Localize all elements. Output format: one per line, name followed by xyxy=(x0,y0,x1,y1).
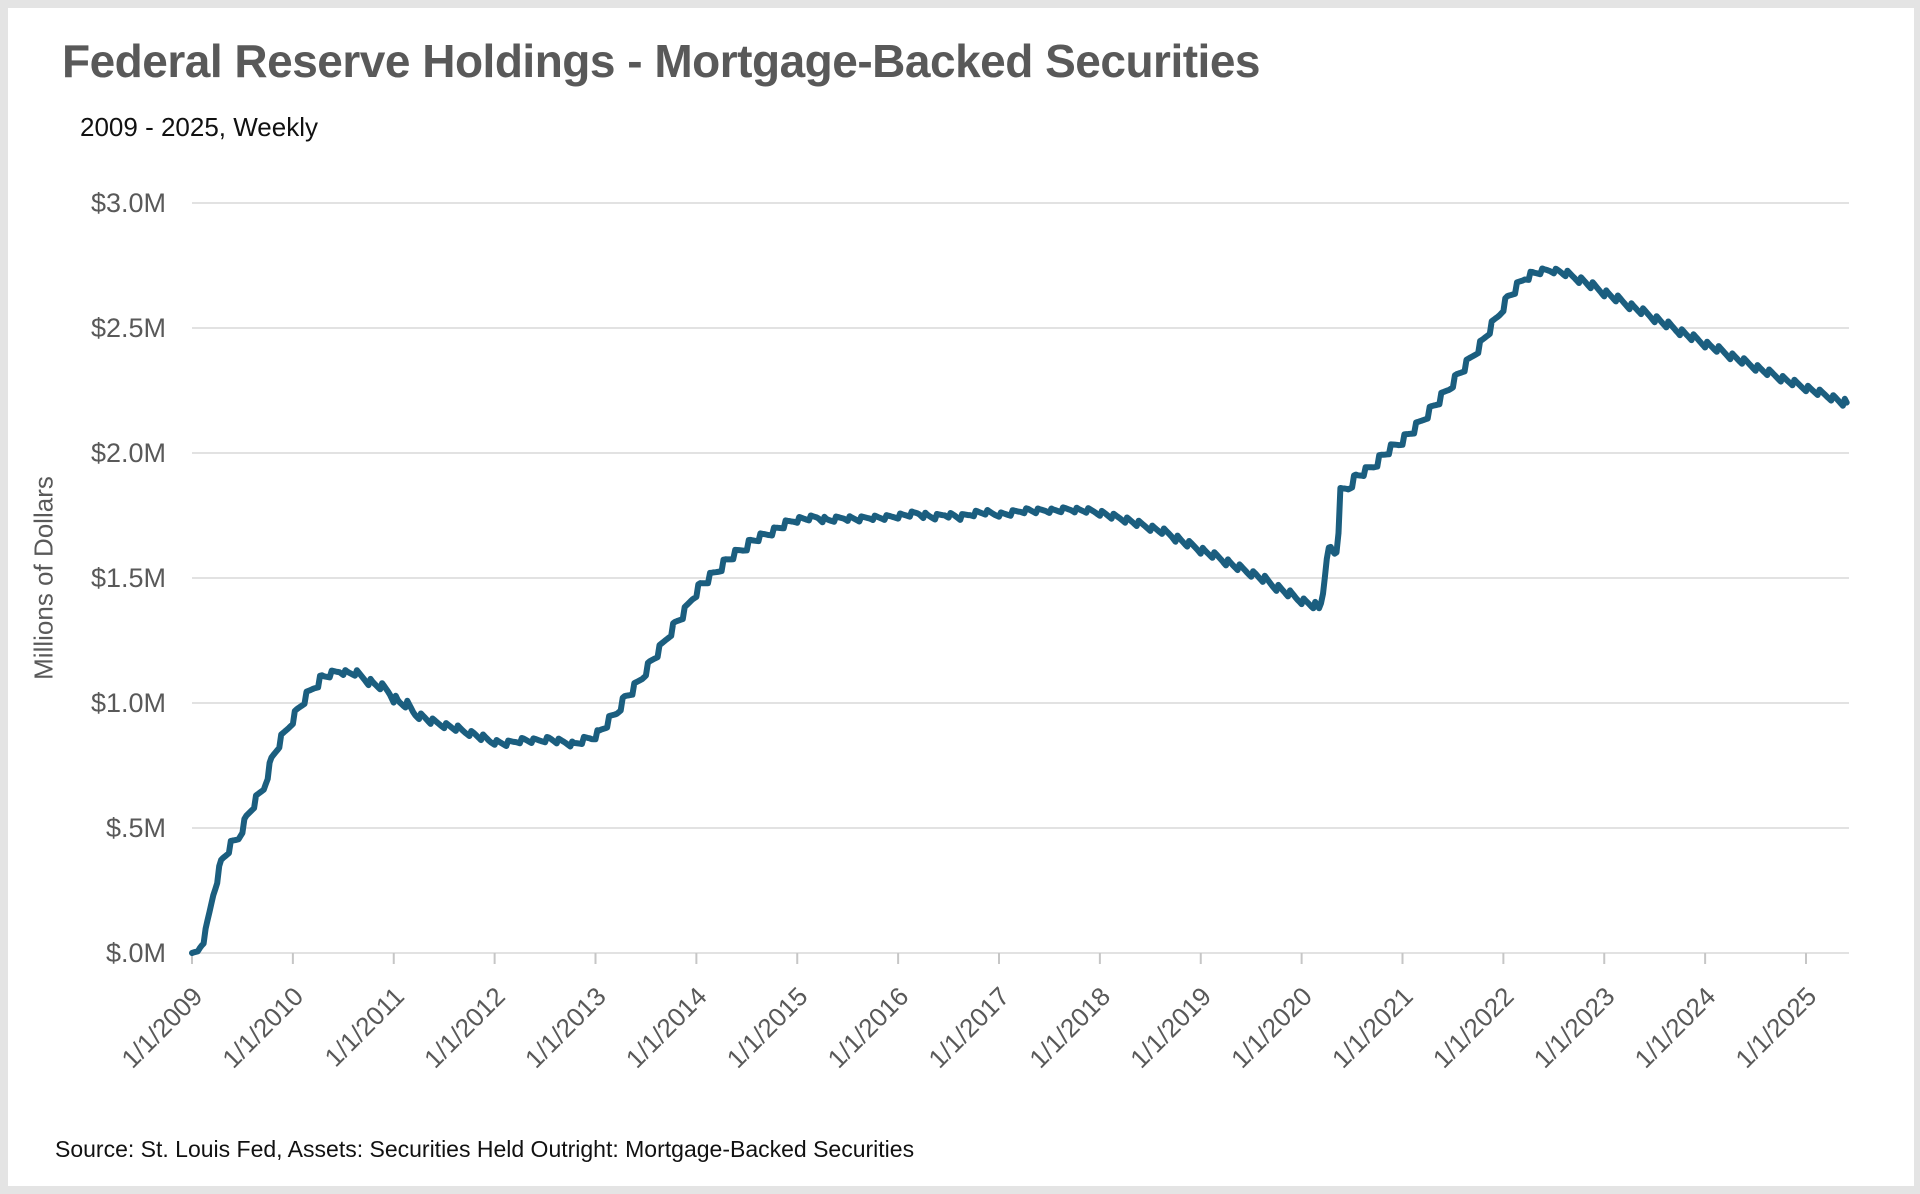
y-tick-labels: $.0M $.5M $1.0M $1.5M $2.0M $2.5M $3.0M xyxy=(91,188,166,968)
svg-text:1/1/2025: 1/1/2025 xyxy=(1729,981,1822,1074)
svg-text:1/1/2020: 1/1/2020 xyxy=(1225,981,1318,1074)
svg-text:1/1/2022: 1/1/2022 xyxy=(1427,981,1520,1074)
svg-text:$.5M: $.5M xyxy=(106,813,166,843)
svg-text:1/1/2012: 1/1/2012 xyxy=(418,981,511,1074)
svg-text:1/1/2019: 1/1/2019 xyxy=(1124,981,1217,1074)
svg-text:1/1/2011: 1/1/2011 xyxy=(319,981,410,1072)
svg-text:1/1/2024: 1/1/2024 xyxy=(1629,981,1722,1074)
svg-text:1/1/2013: 1/1/2013 xyxy=(519,981,612,1074)
axis-ticks xyxy=(191,953,1807,964)
svg-text:$2.5M: $2.5M xyxy=(91,313,166,343)
svg-text:$3.0M: $3.0M xyxy=(91,188,166,218)
x-tick-labels: 1/1/2009 1/1/2010 1/1/2011 1/1/2012 1/1/2013… xyxy=(115,981,1822,1074)
svg-text:1/1/2018: 1/1/2018 xyxy=(1023,981,1116,1074)
svg-text:1/1/2010: 1/1/2010 xyxy=(216,981,309,1074)
svg-text:1/1/2021: 1/1/2021 xyxy=(1326,981,1419,1074)
svg-text:1/1/2014: 1/1/2014 xyxy=(620,981,713,1074)
svg-text:1/1/2015: 1/1/2015 xyxy=(721,981,814,1074)
chart-subtitle: 2009 - 2025, Weekly xyxy=(80,112,318,142)
svg-text:1/1/2009: 1/1/2009 xyxy=(115,981,208,1074)
svg-text:1/1/2017: 1/1/2017 xyxy=(922,981,1015,1074)
gridlines xyxy=(192,202,1849,954)
chart-title: Federal Reserve Holdings - Mortgage-Back… xyxy=(62,35,1261,87)
svg-text:1/1/2023: 1/1/2023 xyxy=(1528,981,1621,1074)
svg-text:$.0M: $.0M xyxy=(106,938,166,968)
chart-canvas xyxy=(8,8,1914,1186)
svg-text:$1.0M: $1.0M xyxy=(91,688,166,718)
data-series-line xyxy=(189,265,1850,956)
svg-text:$2.0M: $2.0M xyxy=(91,438,166,468)
svg-text:$1.5M: $1.5M xyxy=(91,563,166,593)
svg-text:1/1/2016: 1/1/2016 xyxy=(822,981,915,1074)
source-note: Source: St. Louis Fed, Assets: Securitie… xyxy=(55,1136,915,1162)
